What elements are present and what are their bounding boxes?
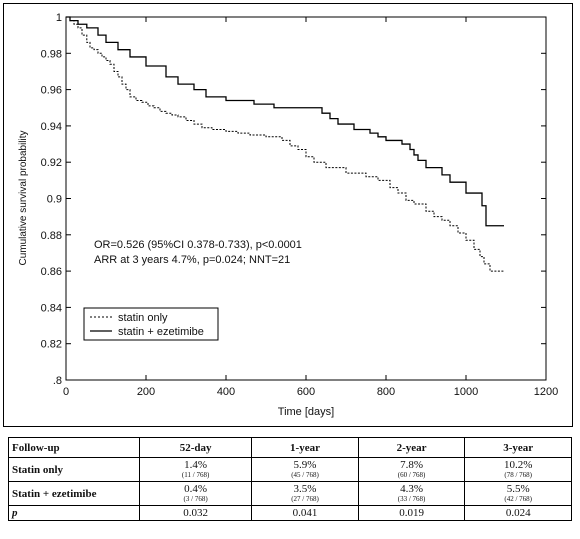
- series-line-statin-only: [66, 16, 504, 272]
- x-axis-label: Time [days]: [278, 406, 334, 418]
- y-tick-label: 0.98: [41, 48, 62, 60]
- legend-label-statin-only: statin only: [118, 312, 168, 324]
- table-row: Statin + ezetimibe 0.4% (3 / 768) 3.5% (27…: [8, 481, 572, 506]
- table-header-52day: 52-day: [138, 437, 253, 458]
- y-tick-label: 0.82: [41, 339, 62, 351]
- x-tick-label: 800: [377, 386, 395, 398]
- y-axis-label: Cumulative survival probability: [18, 130, 29, 265]
- table-cell: 1.4% (11 / 768): [138, 457, 253, 482]
- cell-percent: 10.2%: [503, 459, 533, 471]
- p-value-cell: 0.041: [251, 505, 359, 521]
- p-value-cell: 0.032: [138, 505, 253, 521]
- table-header-row: Follow-up 52-day 1-year 2-year 3-year: [8, 437, 572, 458]
- table-cell: 0.4% (3 / 768): [138, 481, 253, 506]
- table-row-p: p 0.032 0.041 0.019 0.024: [8, 505, 572, 521]
- y-tick-label: 0.94: [41, 121, 62, 133]
- legend: statin only statin + ezetimibe: [83, 307, 219, 341]
- followup-table: Follow-up 52-day 1-year 2-year 3-year St…: [8, 437, 572, 521]
- p-value-cell: 0.024: [464, 505, 572, 521]
- table-cell: 10.2% (78 / 768): [464, 457, 572, 482]
- row-label-statin-ezetimibe: Statin + ezetimibe: [8, 481, 140, 506]
- table-header-1year: 1-year: [251, 437, 359, 458]
- table-cell: 5.5% (42 / 768): [464, 481, 572, 506]
- y-tick-label: 0.88: [41, 230, 62, 242]
- table-row: Statin only 1.4% (11 / 768) 5.9% (45 / 768…: [8, 457, 572, 482]
- p-symbol: p: [12, 507, 18, 519]
- cell-count: (45 / 768): [291, 471, 319, 479]
- y-tick-label: 0.9: [47, 194, 62, 206]
- y-tick-label: .8: [53, 375, 62, 387]
- table-cell: 3.5% (27 / 768): [251, 481, 359, 506]
- survival-chart: 0 200 400 600 800 1000 1200 .8 0.82 0.84 0.86 0.88 0…: [18, 12, 559, 418]
- cell-count: (60 / 768): [397, 471, 426, 479]
- annotation-arr: ARR at 3 years 4.7%, p=0.024; NNT=21: [94, 254, 290, 266]
- table-cell: 5.9% (45 / 768): [251, 457, 359, 482]
- x-tick-label: 400: [217, 386, 235, 398]
- cell-count: (78 / 768): [504, 471, 532, 479]
- y-tick-label: 0.84: [41, 302, 62, 314]
- cell-percent: 1.4%: [184, 459, 208, 471]
- legend-label-statin-ezetimibe: statin + ezetimibe: [118, 326, 204, 338]
- x-tick-label: 1200: [534, 386, 558, 398]
- p-value-cell: 0.019: [357, 505, 466, 521]
- annotation-or: OR=0.526 (95%CI 0.378-0.733), p<0.0001: [94, 239, 302, 251]
- cell-percent: 4.3%: [400, 483, 424, 495]
- table-header-followup: Follow-up: [8, 437, 140, 458]
- cell-percent: 5.5%: [506, 483, 530, 495]
- cell-count: (11 / 768): [181, 471, 210, 479]
- row-label-statin-only: Statin only: [8, 457, 140, 482]
- cell-count: (42 / 768): [504, 495, 532, 503]
- table-header-3year: 3-year: [464, 437, 572, 458]
- x-tick-label: 200: [137, 386, 155, 398]
- row-label-p: p: [8, 505, 140, 521]
- x-tick-label: 0: [63, 386, 69, 398]
- cell-percent: 7.8%: [400, 459, 424, 471]
- x-tick-label: 600: [297, 386, 315, 398]
- x-tick-label: 1000: [454, 386, 478, 398]
- cell-count: (33 / 768): [397, 495, 426, 503]
- chart-frame: 0 200 400 600 800 1000 1200 .8 0.82 0.84 0.86 0.88 0…: [3, 3, 573, 427]
- cell-count: (3 / 768): [183, 495, 208, 503]
- series-lines: [66, 16, 504, 272]
- cell-percent: 5.9%: [293, 459, 317, 471]
- table-header-2year: 2-year: [357, 437, 466, 458]
- cell-percent: 3.5%: [293, 483, 317, 495]
- cell-count: (27 / 768): [291, 495, 319, 503]
- y-tick-label: 0.92: [41, 157, 62, 169]
- axis-ticks: 0 200 400 600 800 1000 1200 .8 0.82 0.84 0.86 0.88 0…: [41, 12, 559, 398]
- y-tick-label: 0.86: [41, 266, 62, 278]
- cell-percent: 0.4%: [184, 483, 208, 495]
- legend-box: [83, 307, 219, 341]
- table-cell: 4.3% (33 / 768): [357, 481, 466, 506]
- y-tick-label: 1: [56, 12, 62, 24]
- series-line-statin-ezetimibe: [66, 16, 504, 227]
- table-cell: 7.8% (60 / 768): [357, 457, 466, 482]
- y-tick-label: 0.96: [41, 85, 62, 97]
